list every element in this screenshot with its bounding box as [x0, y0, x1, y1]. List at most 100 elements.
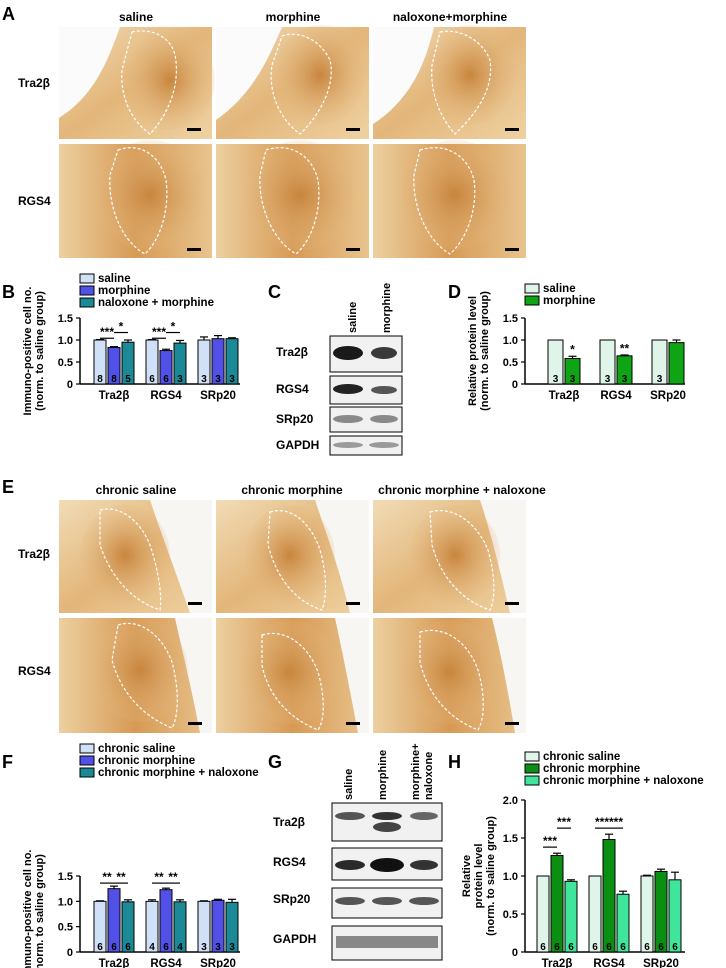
- significance-label: **: [620, 341, 630, 355]
- y-axis-label: Immuno-positive cell no.: [22, 850, 34, 968]
- legend-label: saline: [543, 283, 576, 295]
- panel-e-col-chronic-saline: chronic saline: [96, 483, 177, 497]
- panel-a-row-tra2b: Tra2β: [18, 76, 50, 90]
- chart-d: D Relative protein level (norm. to saline …: [448, 282, 686, 411]
- x-tick-label: RGS4: [593, 958, 625, 968]
- significance-label: ***: [609, 815, 623, 829]
- micrograph-a-rgs4-saline: [59, 140, 212, 258]
- legend-label: chronic saline: [543, 751, 620, 763]
- y-tick-label: 1.5: [503, 833, 518, 845]
- bar: [588, 875, 602, 953]
- n-label: 3: [201, 374, 207, 385]
- micrograph-e-rgs4-chronic-morphine: [216, 618, 369, 733]
- panel-e-letter: E: [2, 477, 14, 497]
- n-label: 3: [570, 374, 576, 385]
- chart-h: H Relative protein level (norm. to saline g…: [448, 751, 704, 968]
- micrograph-e-rgs4-chronic-morphine-naloxone: [373, 618, 526, 733]
- y-tick-label: 1.0: [58, 896, 73, 908]
- y-tick-label: 1.0: [58, 335, 73, 347]
- legend-swatch: [79, 767, 95, 778]
- bar: [668, 342, 685, 385]
- n-label: 5: [125, 374, 131, 385]
- panel-letter: H: [448, 752, 461, 772]
- blot-c-label-tra2b: Tra2β: [276, 345, 308, 359]
- x-tick-label: RGS4: [150, 390, 182, 402]
- blot-g-label-rgs4: RGS4: [273, 855, 306, 869]
- y-tick-label: 1.5: [503, 313, 518, 325]
- x-tick-label: SRp20: [200, 390, 236, 402]
- blot-g-label-tra2b: Tra2β: [273, 815, 305, 829]
- legend-swatch: [79, 273, 95, 284]
- micrograph-e-rgs4-chronic-saline: [59, 618, 212, 733]
- micrograph-a-rgs4-naloxone-morphine: [373, 140, 526, 258]
- significance-label: ***: [152, 325, 166, 339]
- blot-c-strips: [329, 335, 403, 456]
- panel-letter: D: [448, 282, 461, 302]
- panel-a-col-naloxone-morphine: naloxone+morphine: [393, 10, 508, 24]
- y-tick-label: 1.0: [503, 871, 518, 883]
- y-axis-label: (norm. to saline group): [34, 854, 46, 968]
- n-label: 6: [163, 374, 169, 385]
- n-label: 4: [149, 942, 155, 953]
- n-label: 6: [672, 942, 678, 953]
- y-tick-label: 0: [67, 379, 73, 391]
- bar: [547, 339, 564, 385]
- x-tick-label: Tra2β: [99, 390, 130, 402]
- panel-a-letter: A: [2, 4, 15, 24]
- legend-label: chronic morphine: [543, 763, 640, 775]
- legend-swatch: [524, 295, 540, 306]
- blot-g-lane-morphine-plus: morphine+: [410, 743, 422, 800]
- x-tick-label: SRp20: [650, 390, 686, 402]
- blot-g-lane-naloxone: naloxone: [423, 752, 435, 800]
- n-label: 6: [592, 942, 598, 953]
- n-label: 3: [622, 374, 628, 385]
- blot-g-label-srp20: SRp20: [273, 892, 311, 906]
- blot-g-lane-saline: saline: [343, 769, 355, 800]
- y-axis-label: protein level: [473, 844, 485, 909]
- blot-c-label-srp20: SRp20: [276, 412, 314, 426]
- y-axis-label: Relative: [461, 855, 473, 897]
- panel-a-col-morphine: morphine: [266, 10, 321, 24]
- significance-label: ***: [557, 815, 571, 829]
- legend-label: morphine: [543, 295, 595, 307]
- bar: [599, 339, 616, 385]
- x-tick-label: SRp20: [643, 958, 679, 968]
- n-label: 3: [215, 374, 221, 385]
- significance-label: **: [116, 870, 126, 884]
- y-tick-label: 1.0: [503, 335, 518, 347]
- bar: [651, 339, 668, 385]
- n-label: 6: [606, 942, 612, 953]
- y-tick-label: 0: [512, 947, 518, 959]
- chart-b: B Immuno-positive cell no. (norm. to salin…: [2, 273, 240, 415]
- legend-swatch: [524, 763, 540, 774]
- significance-label: *: [570, 343, 575, 357]
- panel-c-letter: C: [268, 282, 281, 302]
- significance-label: **: [168, 870, 178, 884]
- chart-f: F Immuno-positive cell no. (norm. to salin…: [2, 743, 259, 968]
- n-label: 4: [177, 942, 183, 953]
- n-label: 6: [97, 942, 103, 953]
- x-tick-label: Tra2β: [542, 958, 573, 968]
- panel-e-col-chronic-morphine: chronic morphine: [241, 483, 343, 497]
- y-tick-label: 0: [512, 379, 518, 391]
- legend-swatch: [79, 297, 95, 308]
- bar: [602, 839, 616, 953]
- y-tick-label: 2.0: [503, 795, 518, 807]
- n-label: 3: [553, 374, 559, 385]
- n-label: 6: [540, 942, 546, 953]
- blot-c-lane-morphine: morphine: [381, 283, 393, 333]
- y-tick-label: 0.5: [58, 357, 73, 369]
- panel-e-row-rgs4: RGS4: [18, 664, 51, 678]
- micrograph-a-tra2b-morphine: [216, 25, 369, 139]
- n-label: 6: [554, 942, 560, 953]
- n-label: 6: [111, 942, 117, 953]
- blot-c-label-rgs4: RGS4: [276, 382, 309, 396]
- legend-swatch: [524, 283, 540, 294]
- panel-g-letter: G: [268, 752, 282, 772]
- n-label: 6: [658, 942, 664, 953]
- x-tick-label: RGS4: [600, 390, 632, 402]
- significance-label: ***: [100, 325, 114, 339]
- x-tick-label: Tra2β: [549, 390, 580, 402]
- y-axis-label: (norm. to saline group): [34, 291, 46, 411]
- panel-letter: B: [2, 282, 15, 302]
